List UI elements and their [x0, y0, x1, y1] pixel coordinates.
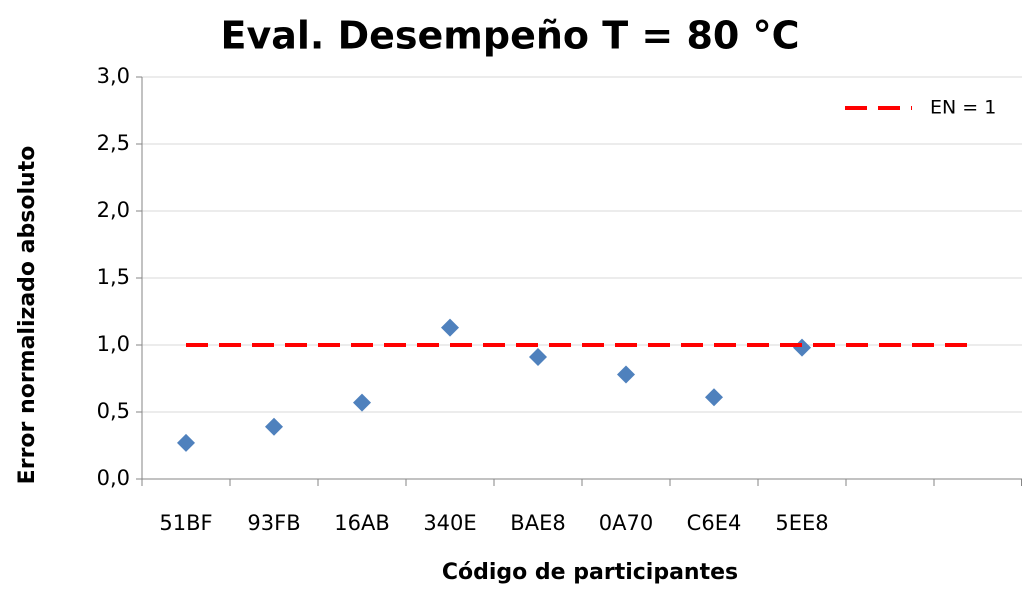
y-tick-label: 3,0 — [97, 64, 130, 88]
x-tick-label: BAE8 — [510, 511, 565, 535]
y-tick-label: 1,5 — [97, 265, 130, 289]
x-tick-label: C6E4 — [687, 511, 742, 535]
x-tick-label: 5EE8 — [775, 511, 828, 535]
y-tick-label: 0,5 — [97, 399, 130, 423]
data-point — [793, 338, 811, 357]
data-point — [529, 348, 547, 367]
y-tick-label: 2,0 — [97, 198, 130, 222]
data-point — [353, 393, 371, 412]
x-tick-label: 16AB — [334, 511, 390, 535]
y-tick-label: 1,0 — [97, 332, 130, 356]
data-point — [441, 318, 459, 337]
chart-title: Eval. Desempeño T = 80 °C — [221, 14, 800, 58]
x-tick-label: 0A70 — [599, 511, 653, 535]
y-tick-label: 2,5 — [97, 131, 130, 155]
legend-label: EN = 1 — [930, 97, 996, 119]
x-tick-label: 93FB — [247, 511, 300, 535]
x-tick-label: 51BF — [159, 511, 212, 535]
data-point — [617, 365, 635, 384]
data-point — [177, 433, 195, 452]
y-tick-label: 0,0 — [97, 466, 130, 490]
x-axis-label: Código de participantes — [442, 560, 738, 585]
y-axis-label: Error normalizado absoluto — [15, 146, 40, 485]
data-point — [705, 388, 723, 407]
data-point — [265, 417, 283, 436]
x-tick-label: 340E — [423, 511, 476, 535]
